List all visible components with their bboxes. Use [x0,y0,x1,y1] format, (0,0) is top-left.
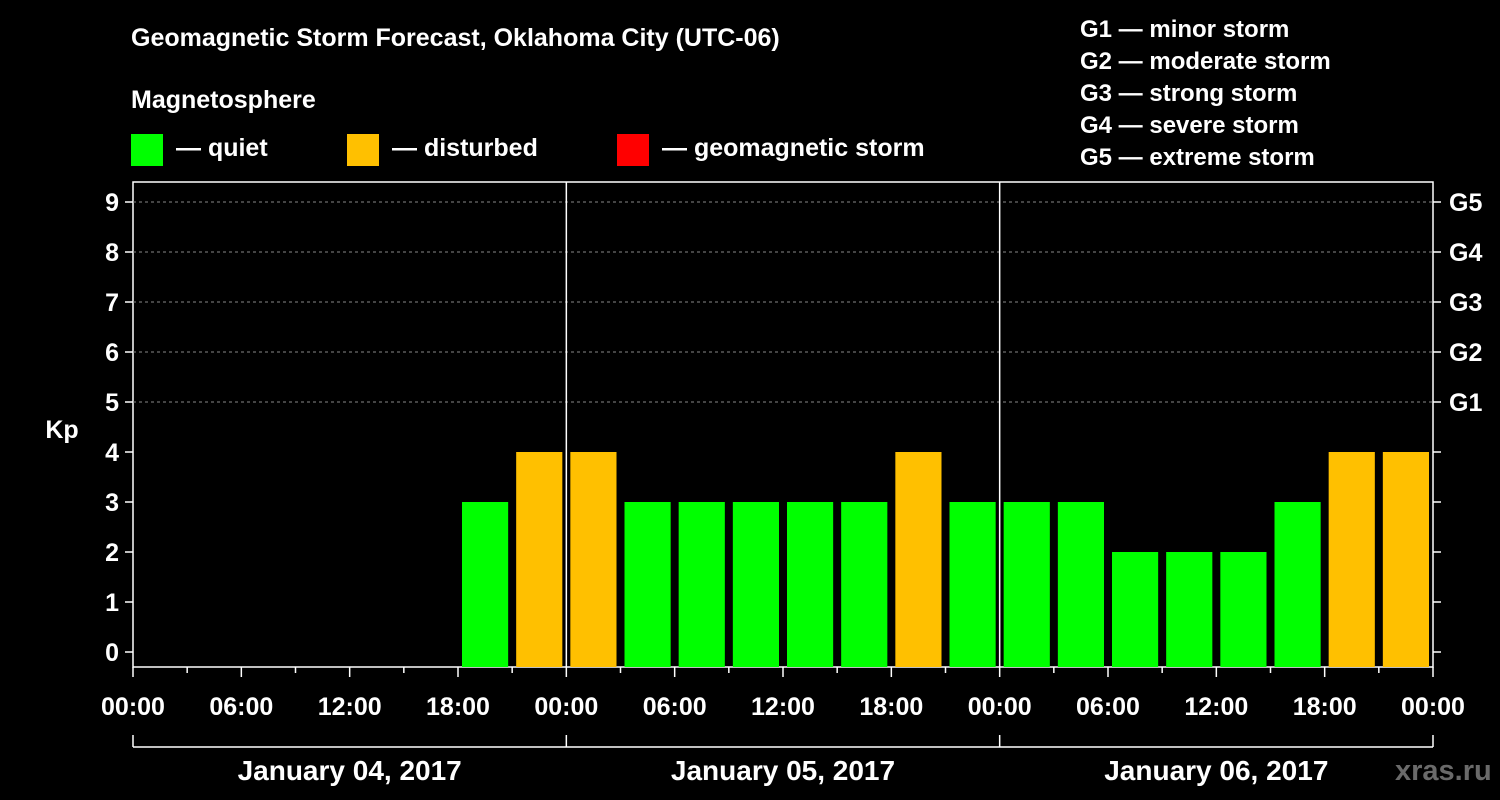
x-tick-label-7: 18:00 [859,693,923,721]
bar-9 [624,502,671,667]
bar-16 [1003,502,1050,667]
x-tick-label-6: 12:00 [751,693,815,721]
x-tick-label-4: 00:00 [534,693,598,721]
g-scale-g3: G3 — strong storm [1080,80,1298,107]
bar-21 [1274,502,1321,667]
g-axis-label-G1: G1 [1449,389,1482,417]
g-scale-g5: G5 — extreme storm [1080,144,1315,171]
legend-disturbed-swatch [347,134,379,166]
bar-13 [841,502,888,667]
x-tick-label-10: 12:00 [1184,693,1248,721]
x-tick-label-11: 18:00 [1293,693,1357,721]
chart-title: Geomagnetic Storm Forecast, Oklahoma Cit… [131,24,780,52]
bar-11 [732,502,779,667]
bar-18 [1112,552,1159,667]
bar-15 [949,502,996,667]
y-axis-label: Kp [45,416,78,444]
y-tick-label-2: 2 [105,539,119,567]
g-scale-g1: G1 — minor storm [1080,16,1290,43]
x-tick-label-12: 00:00 [1401,693,1465,721]
g-scale-g2: G2 — moderate storm [1080,48,1331,75]
bar-12 [787,502,834,667]
x-tick-label-3: 18:00 [426,693,490,721]
bar-6 [462,502,509,667]
bar-7 [516,452,563,667]
y-tick-label-1: 1 [105,589,119,617]
legend-storm-label: — geomagnetic storm [662,134,925,162]
x-tick-label-2: 12:00 [318,693,382,721]
g-axis-label-G4: G4 [1449,239,1482,267]
bar-20 [1220,552,1267,667]
g-axis-label-G3: G3 [1449,289,1482,317]
chart-subtitle: Magnetosphere [131,86,316,114]
y-tick-label-0: 0 [105,639,119,667]
legend-quiet-swatch [131,134,163,166]
y-tick-label-9: 9 [105,189,119,217]
day-label-0: January 04, 2017 [238,755,462,786]
y-tick-label-7: 7 [105,289,119,317]
bar-17 [1057,502,1104,667]
day-label-2: January 06, 2017 [1104,755,1328,786]
y-tick-label-3: 3 [105,489,119,517]
g-axis-label-G2: G2 [1449,339,1482,367]
x-tick-label-0: 00:00 [101,693,165,721]
legend-quiet-label: — quiet [176,134,268,162]
bar-8 [570,452,617,667]
legend-storm-swatch [617,134,649,166]
x-tick-label-9: 06:00 [1076,693,1140,721]
bar-23 [1382,452,1429,667]
bar-19 [1166,552,1213,667]
x-tick-label-1: 06:00 [209,693,273,721]
day-label-1: January 05, 2017 [671,755,895,786]
x-tick-label-8: 00:00 [968,693,1032,721]
bar-22 [1328,452,1375,667]
y-tick-label-8: 8 [105,239,119,267]
x-tick-label-5: 06:00 [643,693,707,721]
g-scale-g4: G4 — severe storm [1080,112,1299,139]
y-tick-label-4: 4 [105,439,119,467]
legend-disturbed-label: — disturbed [392,134,538,162]
y-tick-label-5: 5 [105,389,119,417]
watermark: xras.ru [1395,755,1492,787]
y-tick-label-6: 6 [105,339,119,367]
g-axis-label-G5: G5 [1449,189,1482,217]
bar-14 [895,452,942,667]
bar-10 [678,502,725,667]
